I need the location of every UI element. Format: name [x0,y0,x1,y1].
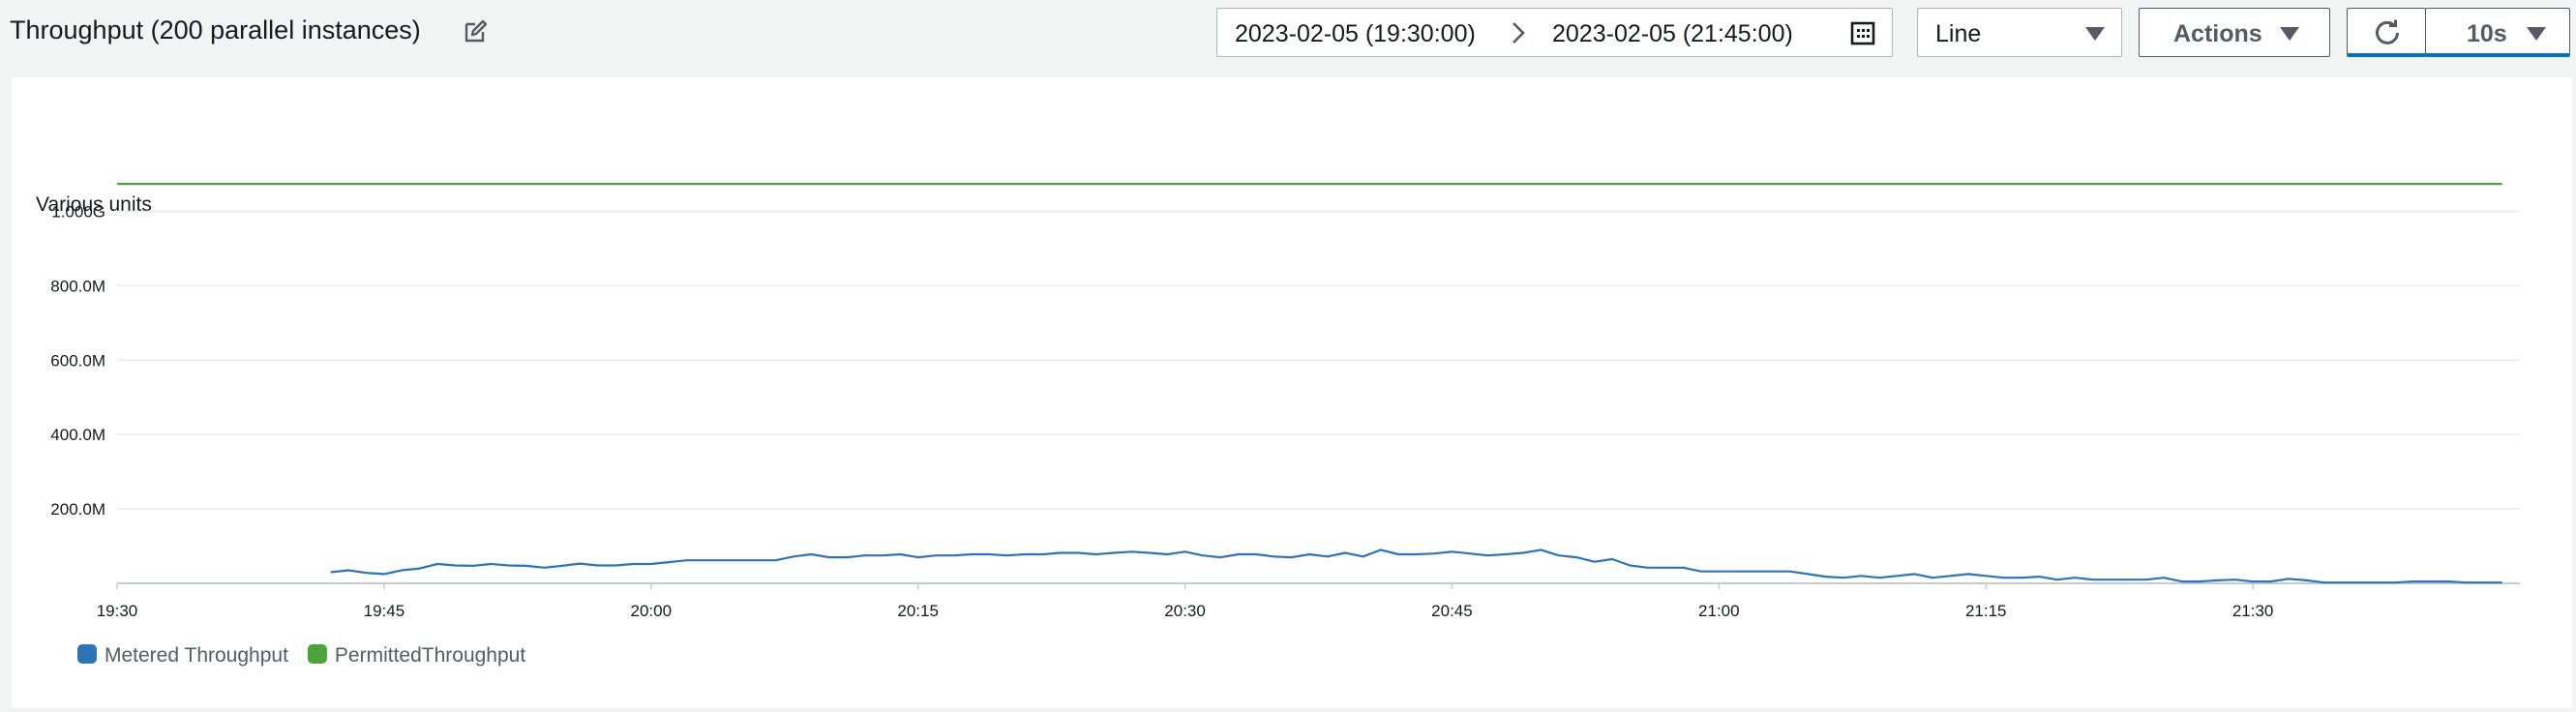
y-tick-label: 200.0M [50,500,105,519]
series-lines [117,184,2502,582]
legend-label: PermittedThroughput [335,644,525,667]
legend-swatch [308,644,327,664]
legend-swatch [77,644,97,664]
x-tick-label: 19:45 [364,602,405,620]
y-tick-label: 800.0M [50,277,105,295]
caret-down-icon [2085,27,2105,41]
chart-panel: Various units 200.0M 400.0M 600.0M 800.0M 1.… [12,77,2572,708]
x-tick-label: 19:30 [97,602,138,620]
x-tick-label: 20:15 [897,602,939,620]
series-line-metered-throughput[interactable] [331,549,2502,582]
time-range-picker[interactable]: 2023-02-05 (19:30:00) 2023-02-05 (21:45:… [1216,8,1893,57]
x-tick-label: 20:00 [631,602,673,620]
y-tick-label: 600.0M [50,351,105,370]
chart-type-value: Line [1935,20,1981,48]
refresh-interval-value: 10s [2467,20,2507,48]
x-tick-label: 20:45 [1431,602,1473,620]
throughput-chart: Various units 200.0M400.0M600.0M800.0M1.… [12,77,2572,708]
widget-title: Throughput (200 parallel instances) [10,15,421,45]
actions-button[interactable]: Actions [2139,8,2330,57]
chevron-right-icon [1508,20,1529,45]
legend-label: Metered Throughput [105,644,288,667]
x-tick-label: 21:00 [1698,602,1740,620]
x-tick-label: 21:15 [1965,602,2007,620]
grid-lines [117,211,2520,583]
calendar-icon[interactable] [1850,20,1875,45]
caret-down-icon [2527,27,2546,41]
legend: Metered Throughput PermittedThroughput [77,644,525,667]
refresh-icon [2373,18,2402,47]
y-axis-ticks: 200.0M 400.0M 600.0M 800.0M 1.000G [50,202,105,519]
x-tick-label: 21:30 [2232,602,2274,620]
actions-label: Actions [2173,20,2262,48]
chart-type-select[interactable]: Line [1917,8,2122,57]
range-start-date[interactable]: 2023-02-05 (19:30:00) [1235,20,1476,48]
y-tick-label: 400.0M [50,426,105,444]
y-tick-label: 1.000G [51,202,105,221]
x-axis-ticks: 19:30 19:45 20:00 20:15 20:30 20:45 21:00 21:15… [97,583,2274,620]
refresh-interval-select[interactable]: 10s [2425,8,2570,57]
range-end-date[interactable]: 2023-02-05 (21:45:00) [1552,20,1793,48]
edit-icon[interactable] [463,17,490,44]
refresh-button[interactable] [2347,8,2426,57]
x-tick-label: 20:30 [1164,602,1206,620]
legend-item[interactable]: Metered Throughput [77,644,288,667]
caret-down-icon [2280,27,2299,41]
legend-item[interactable]: PermittedThroughput [308,644,525,667]
dashboard-header: Throughput (200 parallel instances) 2023… [0,0,2576,70]
